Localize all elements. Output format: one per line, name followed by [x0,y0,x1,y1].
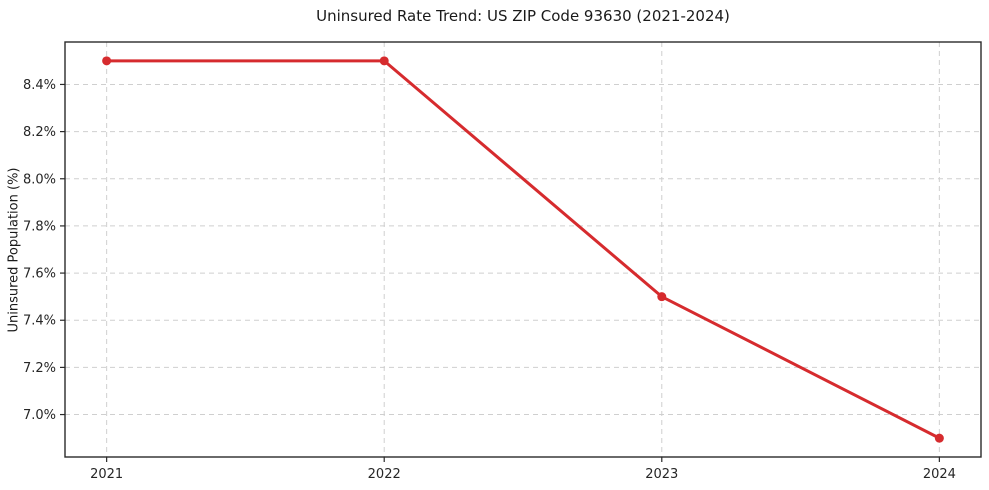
y-tick-label: 8.0% [23,172,56,187]
data-point-marker [102,56,112,66]
chart-title: Uninsured Rate Trend: US ZIP Code 93630 … [316,7,730,25]
data-point-marker [379,56,389,66]
data-point-marker [657,292,667,302]
x-tick-label: 2024 [923,467,956,482]
y-tick-label: 8.2% [23,125,56,140]
y-tick-label: 7.0% [23,408,56,423]
data-point-marker [934,433,944,443]
x-tick-label: 2022 [368,467,401,482]
x-tick-label: 2023 [645,467,678,482]
plot-border [64,41,982,458]
y-tick-label: 7.6% [23,267,56,282]
y-tick-label: 7.4% [23,314,56,329]
trend-line [105,59,941,440]
y-tick-label: 7.2% [23,361,56,376]
y-tick-label: 8.4% [23,78,56,93]
y-tick-label: 7.8% [23,219,56,234]
x-tick-label: 2021 [90,467,123,482]
